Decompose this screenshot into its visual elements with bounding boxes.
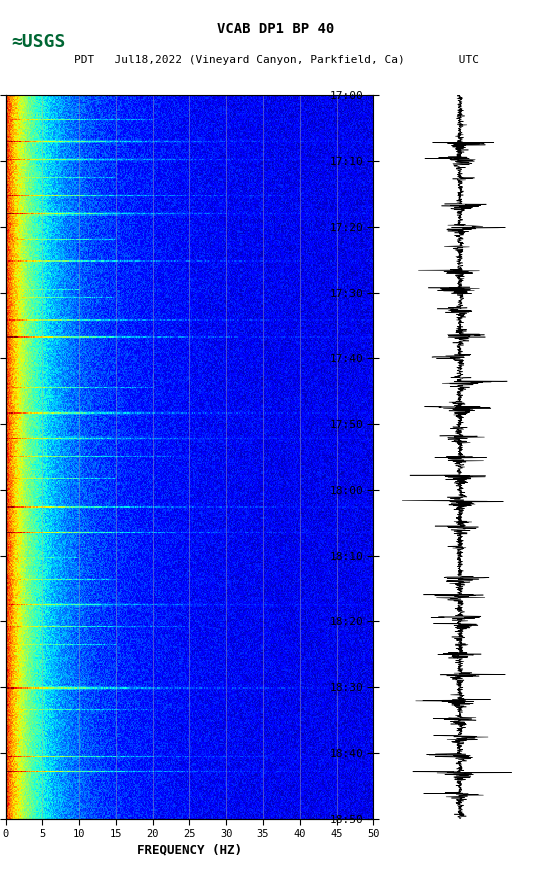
X-axis label: FREQUENCY (HZ): FREQUENCY (HZ) <box>137 843 242 856</box>
Text: PDT   Jul18,2022 (Vineyard Canyon, Parkfield, Ca)        UTC: PDT Jul18,2022 (Vineyard Canyon, Parkfie… <box>73 55 479 65</box>
Text: VCAB DP1 BP 40: VCAB DP1 BP 40 <box>217 22 335 37</box>
Text: ≈USGS: ≈USGS <box>11 33 65 51</box>
